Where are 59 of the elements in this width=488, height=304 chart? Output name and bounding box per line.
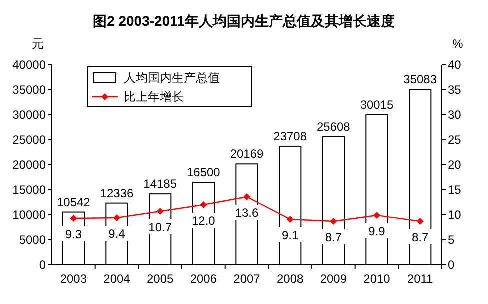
- data-label: 20169: [230, 147, 264, 162]
- y2-tick-label: 40: [448, 58, 462, 72]
- y-tick-label: 35000: [12, 83, 46, 97]
- y2-tick-label: 25: [448, 133, 462, 147]
- point: [244, 194, 250, 200]
- y-tick-label: 10000: [12, 208, 46, 222]
- data-label: 16500: [186, 166, 221, 180]
- data-label: 35083: [404, 72, 438, 87]
- y-tick-label: 0: [39, 258, 46, 272]
- data-label: 9.3: [65, 228, 82, 242]
- x-tick-label: 2003: [60, 272, 88, 286]
- data-label: 8.7: [412, 230, 429, 244]
- data-label: 10542: [56, 195, 91, 210]
- point: [156, 208, 164, 215]
- y2-tick-label: 10: [448, 208, 462, 222]
- x-tick-label: 2010: [364, 272, 391, 286]
- y-tick-label: 5000: [19, 233, 46, 247]
- data-label: 25608: [316, 120, 351, 134]
- y-tick-label: 40000: [12, 58, 46, 72]
- y2-axis-title: %: [452, 37, 464, 51]
- y-tick-label: 25000: [12, 133, 46, 147]
- point: [374, 212, 380, 219]
- y2-tick-label: 15: [448, 183, 462, 197]
- point: [416, 218, 424, 225]
- data-label: 14185: [144, 177, 178, 192]
- data-label: 8.7: [325, 230, 342, 244]
- point: [70, 215, 78, 222]
- y-axis-title: 元: [32, 37, 44, 51]
- point: [114, 214, 120, 222]
- y2-tick-label: 5: [448, 233, 455, 247]
- y2-tick-label: 20: [448, 158, 462, 172]
- point: [286, 216, 294, 223]
- x-tick-label: 2004: [104, 272, 131, 286]
- y2-tick-label: 30: [448, 108, 462, 122]
- data-label: 9.4: [108, 227, 126, 241]
- point: [330, 218, 338, 225]
- x-tick-label: 2006: [190, 272, 218, 286]
- x-tick-label: 2007: [234, 272, 261, 286]
- legend-label: 比上年增长: [124, 90, 184, 104]
- x-tick-label: 2008: [276, 272, 304, 286]
- y-tick-label: 30000: [12, 108, 46, 122]
- data-label: 30015: [360, 98, 394, 112]
- x-tick-label: 2009: [320, 272, 348, 286]
- data-label: 12.0: [192, 214, 216, 228]
- data-label: 9.1: [282, 228, 299, 242]
- data-label: 13.6: [235, 206, 259, 220]
- data-label: 9.9: [368, 224, 386, 238]
- y-tick-label: 20000: [12, 158, 46, 172]
- x-tick-label: 2005: [146, 272, 174, 286]
- chart-title: 图2 2003-2011年人均国内生产总值及其增长速度: [93, 13, 395, 29]
- y2-tick-label: 0: [448, 258, 455, 272]
- x-tick-label: 2011: [407, 272, 434, 286]
- legend-label: 人均国内生产总值: [124, 71, 220, 85]
- data-label: 10.7: [148, 220, 172, 234]
- point: [200, 202, 208, 208]
- y2-tick-label: 35: [448, 83, 462, 97]
- data-label: 23708: [274, 129, 308, 144]
- y-tick-label: 15000: [12, 183, 46, 197]
- data-label: 12336: [100, 186, 134, 200]
